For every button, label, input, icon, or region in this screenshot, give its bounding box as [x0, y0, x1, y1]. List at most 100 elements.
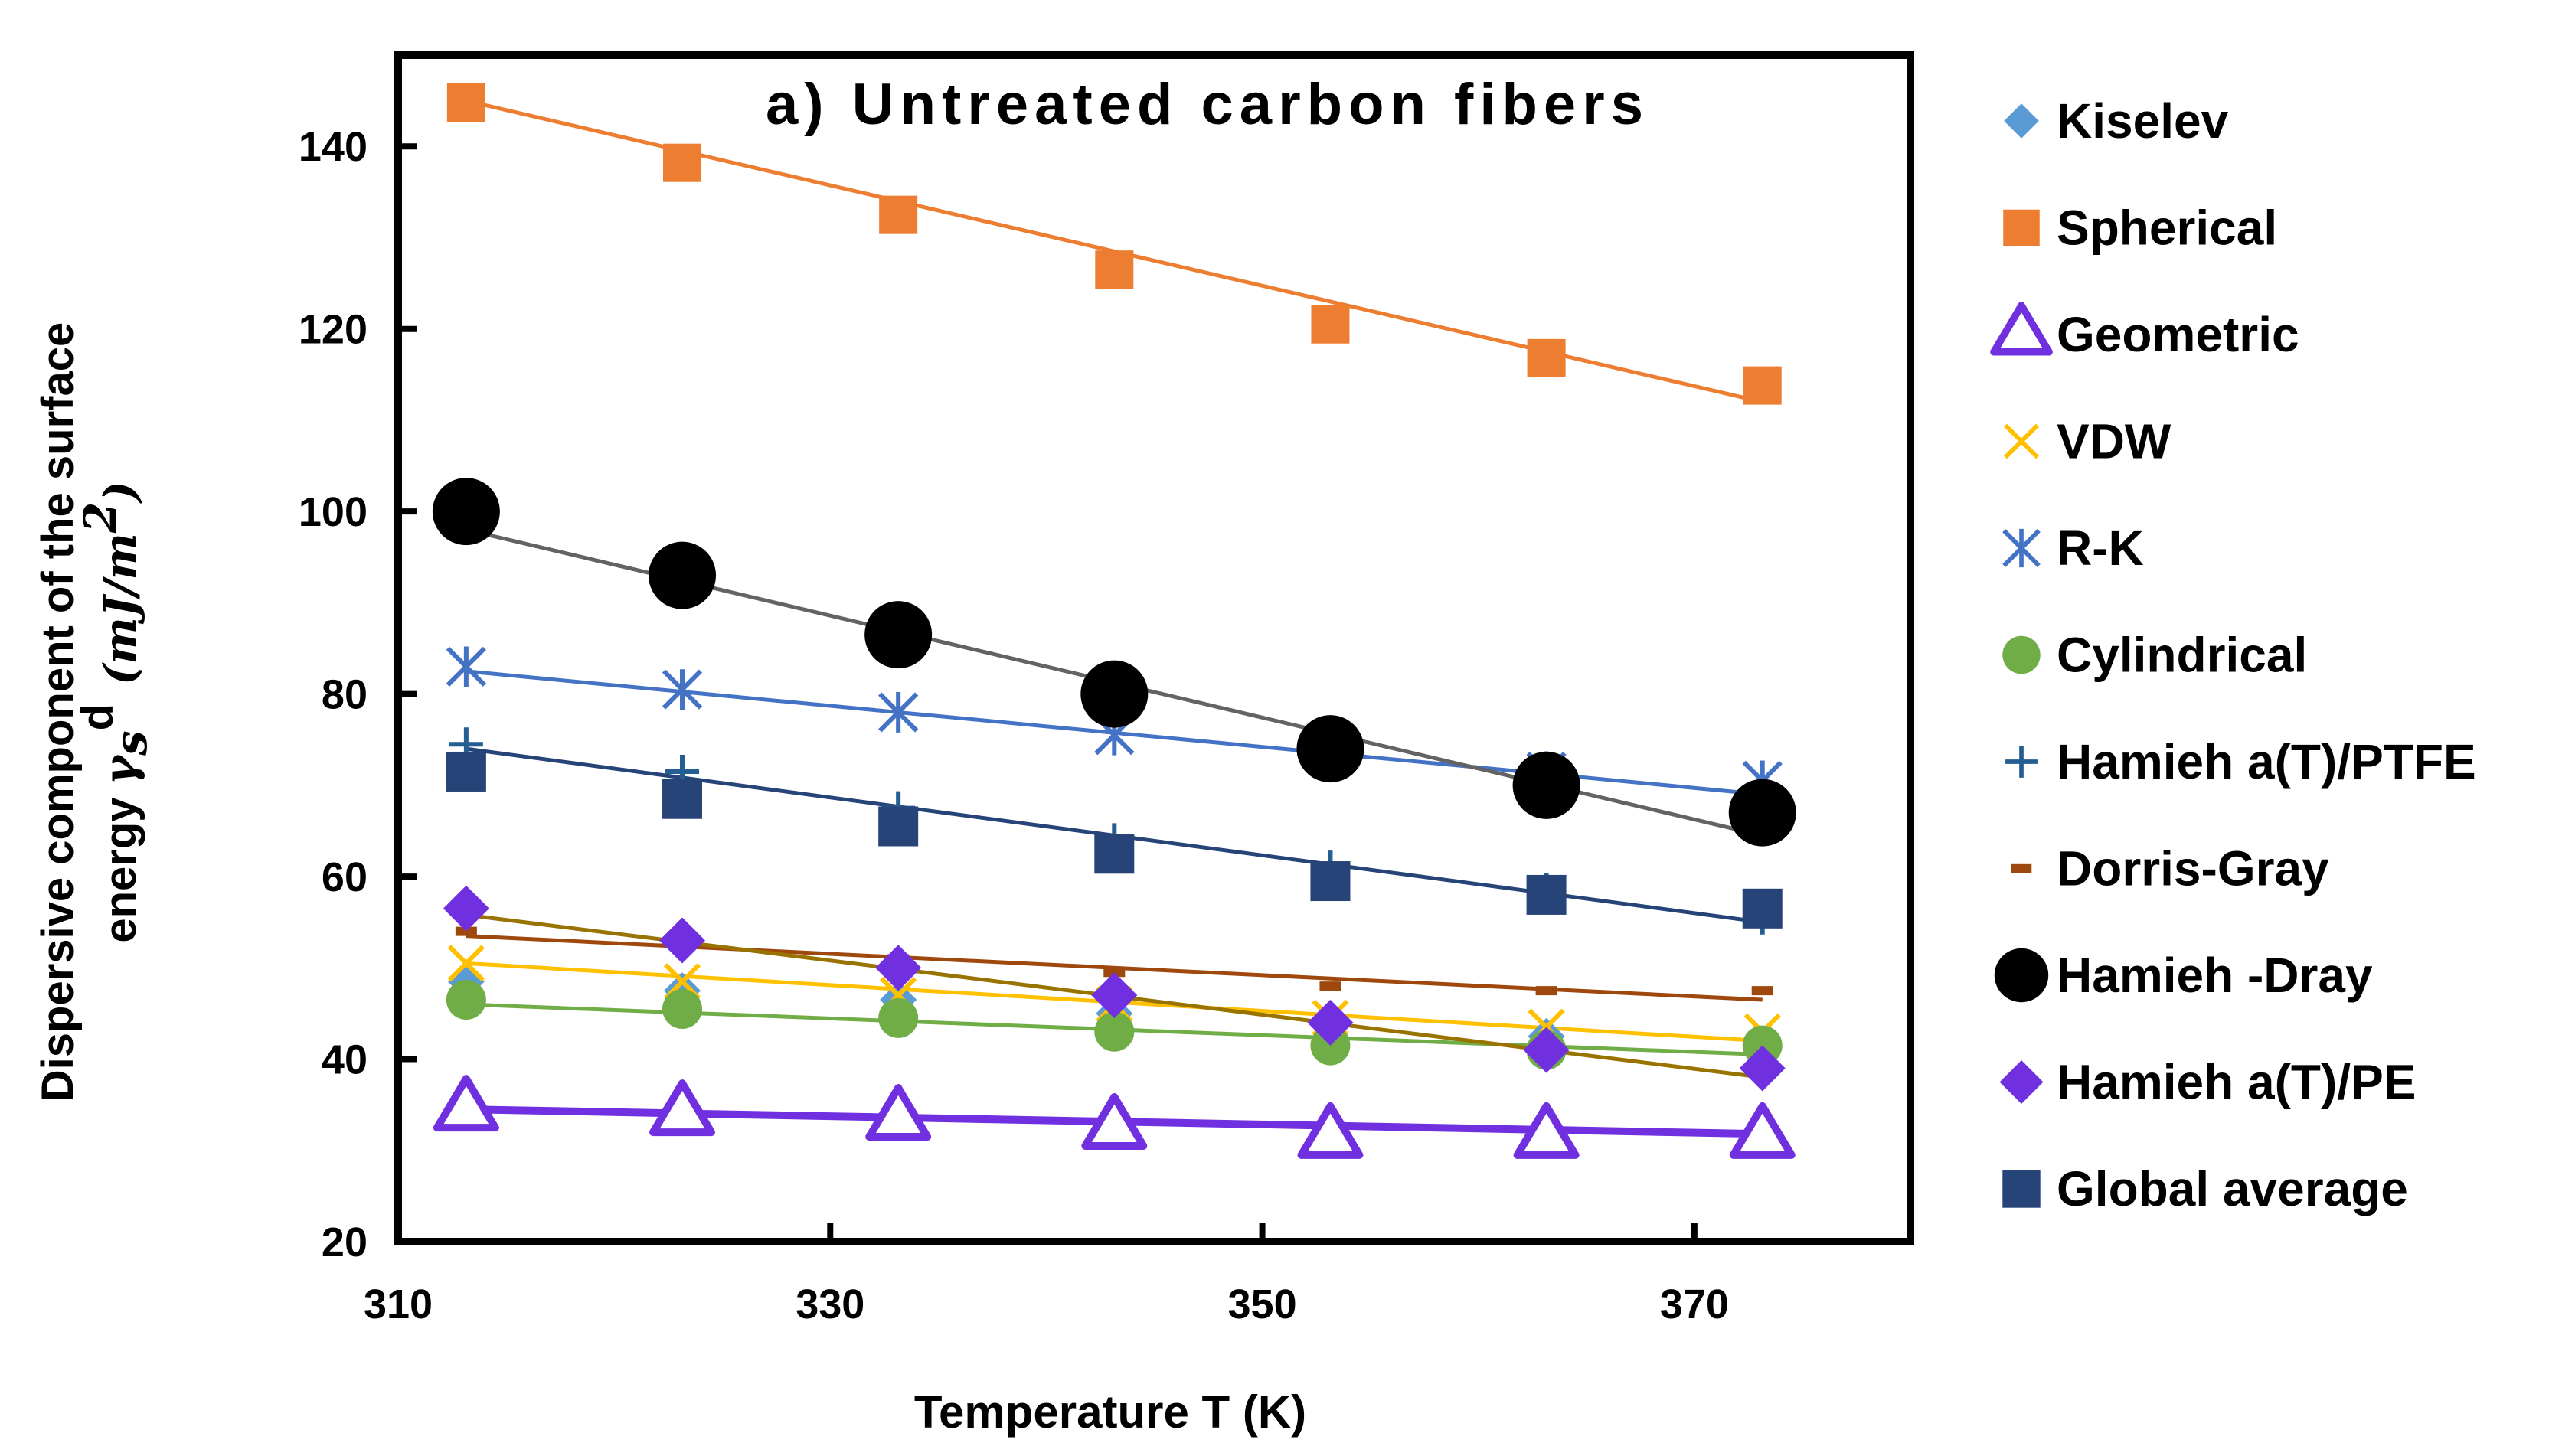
x-tick-label: 370	[1660, 1281, 1729, 1327]
legend-marker-kiselev	[2004, 103, 2039, 139]
point-global-average	[878, 806, 919, 847]
point-spherical	[1311, 305, 1350, 344]
y-tick-label: 40	[322, 1037, 368, 1083]
point-global-average	[1310, 861, 1351, 902]
plot-frame	[394, 51, 1914, 1245]
x-tick-label: 330	[796, 1281, 864, 1327]
point-hamieh-a-t-pe	[1523, 1027, 1570, 1073]
legend-label-global-average: Global average	[2057, 1161, 2408, 1216]
y-axis-title: Dispersive component of the surface ener…	[33, 322, 157, 1102]
point-spherical	[879, 195, 918, 234]
legend-item-r-k: R-K	[2002, 521, 2144, 576]
legend-label-dorris-gray: Dorris-Gray	[2057, 841, 2329, 896]
legend-item-vdw: VDW	[2004, 414, 2171, 469]
x-tick-labels: 310 330 350 370	[364, 1281, 1729, 1327]
point-geometric	[1081, 1092, 1148, 1150]
legend-item-global-average: Global average	[2002, 1161, 2408, 1216]
legend-label-spherical: Spherical	[2057, 201, 2277, 256]
point-spherical	[446, 83, 485, 122]
point-hamieh-dray	[1296, 715, 1364, 783]
series-hamieh-dray	[432, 478, 1796, 847]
y-axis-title-sup: d	[73, 704, 123, 730]
legend-item-hamieh-a-t-ptfe: Hamieh a(T)/PTFE	[2005, 734, 2476, 789]
point-hamieh-a-t-pe	[1307, 999, 1354, 1046]
legend-marker-spherical	[2003, 209, 2040, 246]
y-tick-label: 140	[299, 124, 368, 170]
legend-item-cylindrical: Cylindrical	[2002, 628, 2307, 683]
legend-label-geometric: Geometric	[2057, 307, 2299, 362]
point-hamieh-a-t-pe	[443, 885, 489, 932]
legend-label-cylindrical: Cylindrical	[2057, 628, 2307, 683]
legend-item-hamieh-dray: Hamieh -Dray	[1994, 948, 2373, 1003]
point-global-average	[662, 779, 703, 819]
y-axis-title-line2: energy γsd (mJ/m2)	[73, 481, 157, 942]
point-hamieh-dray	[864, 601, 933, 669]
point-global-average	[1526, 874, 1567, 915]
x-axis-title: Temperature T (K)	[914, 1386, 1306, 1438]
point-hamieh-dray	[1512, 751, 1580, 819]
y-axis-title-energy: energy	[96, 785, 145, 942]
series-hamieh-a-t-pe	[443, 885, 1786, 1092]
point-geometric	[865, 1084, 932, 1141]
point-dorris-gray	[1319, 981, 1341, 991]
series-spherical	[446, 83, 1782, 405]
y-tick-label: 120	[299, 307, 368, 353]
legend-item-spherical: Spherical	[2003, 201, 2277, 256]
point-vdw	[447, 945, 485, 982]
point-cylindrical	[662, 988, 703, 1029]
point-r-k	[446, 646, 486, 687]
point-spherical	[1095, 250, 1134, 289]
point-hamieh-a-t-pe	[659, 917, 706, 964]
legend-marker-hamieh-a-t-ptfe	[2005, 746, 2038, 778]
legend-label-hamieh-dray: Hamieh -Dray	[2057, 948, 2373, 1003]
point-dorris-gray	[1751, 986, 1773, 996]
axis-ticks	[395, 143, 1698, 1245]
point-cylindrical	[878, 997, 919, 1038]
y-axis-title-unit-sup: 2	[74, 502, 126, 534]
y-tick-label: 60	[322, 854, 368, 900]
y-axis-title-unit: (mJ/m	[94, 533, 146, 685]
legend-marker-hamieh-a-t-pe	[1999, 1060, 2044, 1104]
series-global-average	[446, 751, 1783, 929]
point-spherical	[663, 143, 702, 182]
legend-item-hamieh-a-t-pe: Hamieh a(T)/PE	[1999, 1055, 2416, 1110]
y-axis-title-gamma: γ	[94, 753, 146, 785]
point-geometric	[1297, 1102, 1364, 1159]
legend-marker-vdw	[2004, 423, 2039, 459]
legend-label-hamieh-a-t-ptfe: Hamieh a(T)/PTFE	[2057, 734, 2476, 789]
point-spherical	[1527, 338, 1566, 377]
point-r-k	[662, 669, 703, 710]
point-cylindrical	[446, 980, 486, 1020]
legend-marker-geometric	[1990, 302, 2053, 356]
legend-item-dorris-gray: Dorris-Gray	[2011, 841, 2329, 896]
legend-marker-dorris-gray	[2011, 863, 2032, 873]
legend-label-vdw: VDW	[2057, 414, 2171, 469]
chart-title: a) Untreated carbon fibers	[766, 72, 1649, 137]
legend-marker-cylindrical	[2002, 635, 2041, 674]
point-dorris-gray	[1535, 986, 1557, 996]
point-hamieh-dray	[1080, 660, 1149, 728]
point-hamieh-dray	[649, 541, 717, 609]
point-cylindrical	[1094, 1011, 1135, 1052]
x-tick-label: 350	[1228, 1281, 1297, 1327]
legend-label-r-k: R-K	[2057, 521, 2144, 576]
legend-item-geometric: Geometric	[1990, 302, 2299, 362]
point-hamieh-dray	[1728, 779, 1796, 847]
y-tick-label: 100	[299, 489, 368, 535]
point-spherical	[1743, 366, 1782, 405]
point-global-average	[446, 751, 486, 792]
data-markers	[432, 83, 1796, 1159]
legend-marker-hamieh-dray	[1994, 948, 2049, 1003]
x-tick-label: 310	[364, 1281, 433, 1327]
point-geometric	[1729, 1102, 1796, 1159]
legend-marker-global-average	[2002, 1170, 2041, 1208]
legend: Kiselev Spherical Geometric VDW R-K Cylindric…	[1990, 93, 2476, 1216]
point-hamieh-a-t-pe	[1091, 972, 1138, 1019]
series-geometric	[433, 1075, 1796, 1159]
point-hamieh-a-t-pe	[1739, 1045, 1786, 1092]
point-geometric	[1513, 1102, 1580, 1159]
legend-item-kiselev: Kiselev	[2004, 93, 2229, 149]
y-axis-title-line1: Dispersive component of the surface	[33, 322, 83, 1102]
y-axis-title-unit-close: )	[94, 481, 146, 504]
